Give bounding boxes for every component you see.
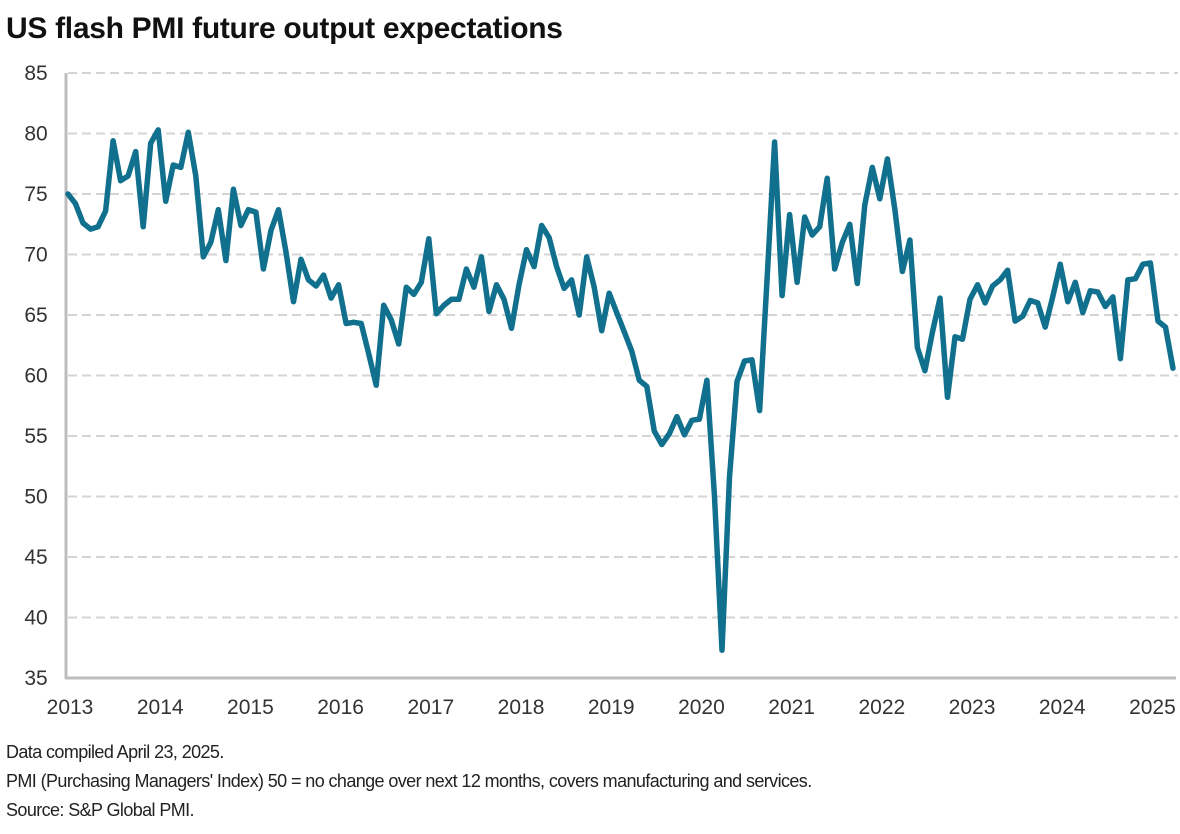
y-tick-label: 70 (24, 244, 47, 267)
data-compiled-note: Data compiled April 23, 2025. (6, 742, 224, 762)
x-tick-label: 2023 (949, 696, 996, 719)
x-tick-label: 2020 (678, 696, 725, 719)
y-tick-label: 40 (24, 607, 47, 630)
y-tick-label: 85 (24, 62, 47, 85)
x-tick-label: 2015 (227, 696, 274, 719)
y-tick-label: 50 (24, 486, 47, 509)
y-tick-label: 45 (24, 546, 47, 569)
gridlines (68, 72, 1178, 619)
y-tick-label: 80 (24, 123, 47, 146)
axes (64, 73, 1176, 680)
x-tick-label: 2024 (1039, 696, 1086, 719)
x-tick-label: 2022 (858, 696, 905, 719)
x-axis-ticks: 2013 2014 2015 2016 2017 2018 2019 2020 2021 2022… (47, 696, 1176, 719)
x-tick-label: 2017 (407, 696, 454, 719)
x-tick-label: 2016 (317, 696, 364, 719)
x-tick-label: 2019 (588, 696, 635, 719)
x-tick-label: 2025 (1129, 696, 1176, 719)
series-group (65, 127, 1176, 653)
chart-notes: Data compiled April 23, 2025. PMI (Purch… (6, 738, 812, 825)
y-tick-label: 55 (24, 425, 47, 448)
y-axis-ticks: 35 40 45 50 55 60 65 70 75 80 85 (24, 62, 47, 690)
chart-title: US flash PMI future output expectations (6, 12, 563, 45)
x-tick-label: 2014 (137, 696, 184, 719)
x-tick-label: 2021 (768, 696, 815, 719)
source-note: Source: S&P Global PMI. (6, 800, 195, 820)
series-line-0 (65, 127, 1176, 653)
y-tick-label: 35 (24, 667, 47, 690)
pmi-definition-note: PMI (Purchasing Managers' Index) 50 = no… (6, 771, 812, 791)
x-tick-label: 2013 (47, 696, 94, 719)
y-tick-label: 75 (24, 183, 47, 206)
x-tick-label: 2018 (498, 696, 545, 719)
y-tick-label: 65 (24, 304, 47, 327)
y-tick-label: 60 (24, 365, 47, 388)
